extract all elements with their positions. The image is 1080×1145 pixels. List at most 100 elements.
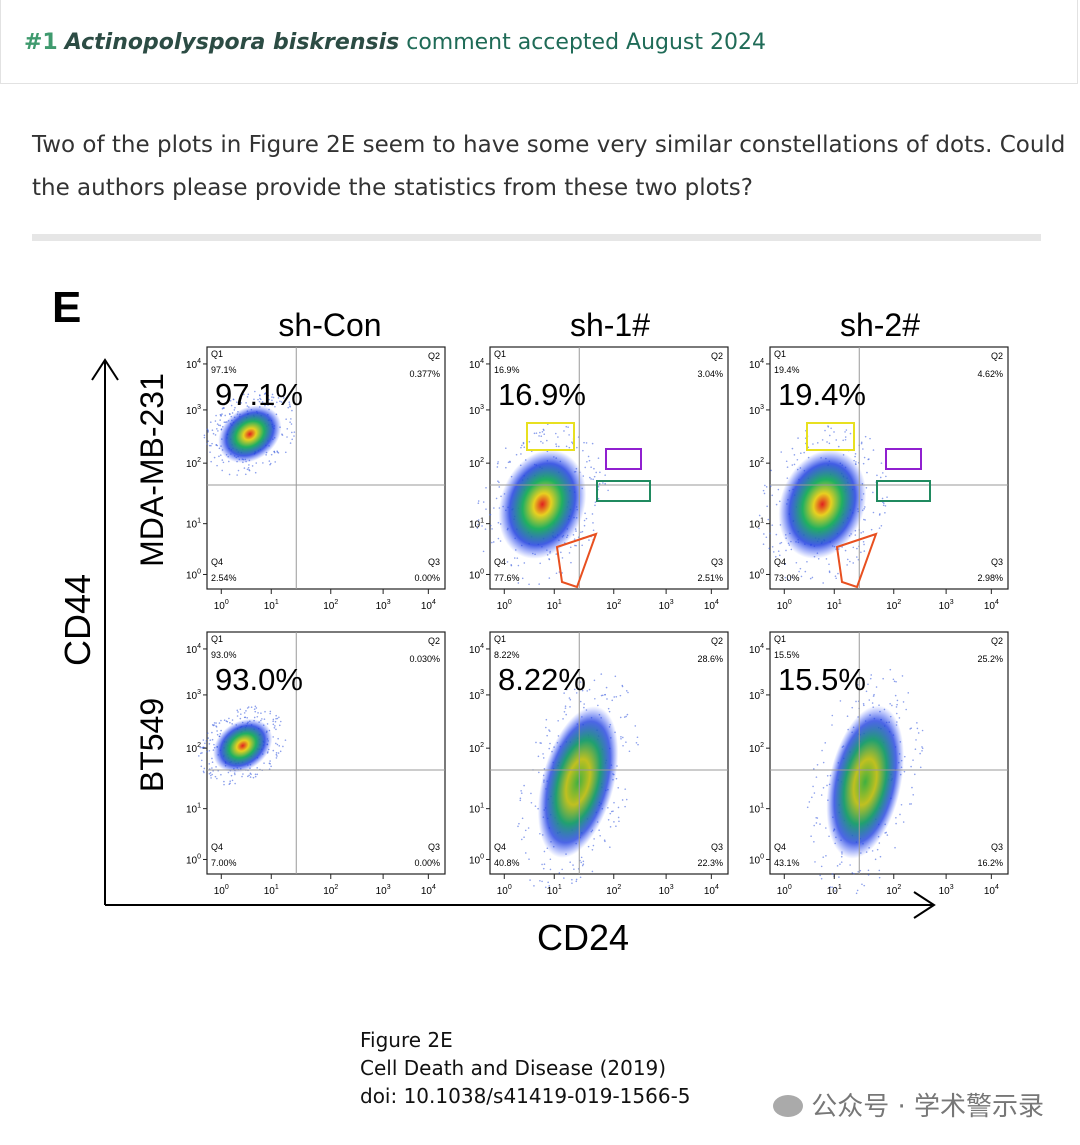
tick-label: 101 (186, 518, 201, 531)
tick-exponent: 3 (760, 404, 764, 411)
dot (863, 550, 866, 552)
dot (634, 725, 637, 727)
dot (881, 472, 884, 474)
dot (815, 816, 817, 819)
dot (541, 880, 543, 883)
dot (820, 865, 823, 868)
dot (568, 434, 570, 436)
dot (585, 442, 588, 444)
dot (811, 576, 814, 579)
dot (229, 780, 231, 783)
dot (766, 505, 768, 508)
dot (627, 691, 629, 694)
dot-cloud (826, 705, 904, 859)
tick-exponent: 2 (897, 884, 901, 891)
dot (824, 429, 826, 432)
dot (863, 884, 866, 887)
dot (610, 810, 613, 813)
dot (886, 496, 888, 498)
dot (533, 432, 536, 435)
dot (563, 430, 565, 432)
dot (884, 505, 887, 507)
dot (528, 858, 530, 860)
dot (208, 768, 211, 770)
dot (791, 576, 794, 578)
dot (601, 694, 604, 697)
dot (856, 556, 858, 558)
dot (889, 702, 891, 705)
dot (533, 885, 535, 887)
dot-cloud (778, 449, 867, 559)
dot (558, 872, 561, 874)
dot (914, 748, 917, 750)
dot (831, 886, 833, 888)
dot (594, 501, 597, 503)
comment-number[interactable]: #1 (24, 30, 58, 55)
dot (230, 404, 233, 407)
dot (538, 583, 540, 585)
dot (880, 462, 883, 464)
dot-cloud (498, 449, 587, 559)
dot-cloud (213, 718, 273, 773)
dot (854, 534, 857, 536)
dot (885, 475, 887, 478)
dot (535, 432, 538, 434)
dot (563, 692, 565, 694)
tick-label: 103 (659, 599, 674, 612)
dot (604, 840, 606, 843)
tick-exponent: 1 (558, 884, 562, 891)
dot (540, 435, 543, 437)
tick-label: 101 (186, 803, 201, 816)
quadrant-name: Q3 (428, 842, 440, 852)
dot (505, 466, 507, 469)
dot (758, 527, 760, 530)
dot (275, 728, 277, 731)
dot (565, 425, 568, 428)
dot (504, 447, 507, 450)
dot (534, 805, 537, 807)
dot (595, 471, 598, 474)
dot (517, 582, 520, 584)
quadrant-name: Q4 (211, 842, 223, 852)
tick-exponent: 4 (432, 599, 436, 606)
dot (812, 443, 814, 445)
dot (270, 765, 272, 768)
dot (605, 686, 608, 689)
quadrant-name: Q3 (991, 842, 1003, 852)
dot (272, 720, 274, 723)
dot (872, 449, 875, 451)
quadrant-value: 73.0% (774, 573, 800, 583)
dot (243, 712, 246, 714)
dot (625, 715, 627, 718)
tick-exponent: 2 (897, 599, 901, 606)
dot (252, 776, 255, 779)
dot (274, 405, 276, 408)
dot (865, 690, 868, 693)
quadrant-name: Q2 (428, 351, 440, 361)
quadrant-name: Q3 (711, 842, 723, 852)
highlight-box (526, 422, 575, 451)
dot (840, 855, 843, 858)
dot (895, 680, 897, 683)
tick-exponent: 3 (387, 599, 391, 606)
dot (862, 531, 865, 533)
dot (815, 776, 818, 778)
dot (875, 686, 878, 688)
text-line: Two of the plots in Figure 2E seem to ha… (32, 132, 1066, 158)
dot (856, 683, 859, 686)
dot (256, 715, 259, 718)
dot (289, 405, 291, 408)
column-title: sh-Con (278, 307, 381, 343)
dot (866, 471, 868, 474)
tick-exponent: 4 (197, 643, 201, 650)
tick-label: 103 (186, 689, 201, 702)
dot (214, 420, 217, 422)
author[interactable]: Actinopolyspora biskrensis (64, 30, 400, 55)
dot (620, 738, 622, 740)
tick-exponent: 2 (480, 742, 484, 749)
quadrant-name: Q1 (774, 634, 786, 644)
tick-label: 104 (984, 884, 999, 897)
dot (203, 434, 206, 437)
dot (549, 858, 552, 861)
